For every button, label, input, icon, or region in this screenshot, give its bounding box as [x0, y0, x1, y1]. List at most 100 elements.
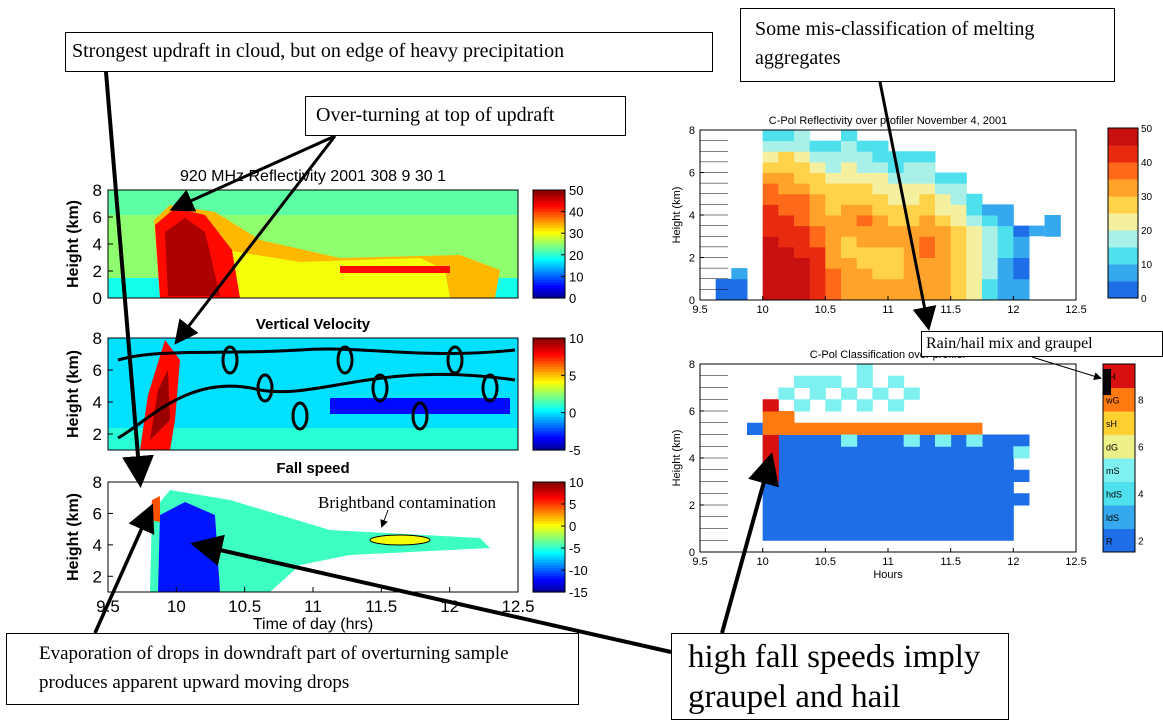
colorbar-cell	[1108, 247, 1138, 265]
reflectivity-cell	[762, 278, 779, 290]
graupel-cell	[903, 422, 920, 435]
reflectivity-cell	[919, 183, 936, 195]
reflectivity-cell	[1013, 268, 1030, 280]
class-label: R	[1106, 536, 1113, 546]
reflectivity-cell	[841, 225, 858, 237]
reflectivity-cell	[794, 289, 811, 301]
colorbar-cell	[533, 578, 565, 582]
reflectivity-cell	[1013, 257, 1030, 269]
reflectivity-cell	[919, 278, 936, 290]
reflectivity-cell	[903, 246, 920, 258]
reflectivity-cell	[1029, 225, 1045, 237]
reflectivity-cell	[966, 289, 983, 301]
colorbar-cell	[533, 396, 565, 401]
colorbar-cell	[533, 295, 565, 299]
x-axis-label: Hours	[873, 569, 903, 581]
reflectivity-cell	[997, 268, 1014, 280]
reflectivity-cell	[778, 215, 795, 227]
arrow-updraft	[104, 71, 154, 488]
y-tick-label: 8	[93, 181, 102, 200]
colorbar-cell	[533, 531, 565, 535]
x-tick-label: 10.5	[815, 556, 836, 568]
class-label: wG	[1105, 395, 1120, 405]
y-tick-label: 4	[689, 453, 695, 465]
reflectivity-cell	[809, 183, 826, 195]
colorbar-cell	[533, 368, 565, 373]
reflectivity-cell	[872, 172, 889, 184]
reflectivity-cell	[778, 172, 795, 184]
reflectivity-cell	[888, 215, 905, 227]
reflectivity-cell	[982, 204, 999, 216]
colorbar-cell	[1108, 196, 1138, 214]
colorbar-cell	[533, 433, 565, 437]
reflectivity-cell	[794, 278, 811, 290]
colorbar-cell	[1108, 162, 1138, 180]
colorbar-cell	[533, 292, 565, 296]
colorbar-cell	[533, 583, 565, 588]
reflectivity-cell	[950, 172, 967, 184]
reflectivity-cell	[872, 257, 889, 269]
colorbar-cell	[533, 338, 565, 342]
colorbar-cell	[533, 539, 565, 544]
colorbar-cell	[533, 217, 565, 221]
reflectivity-cell	[950, 278, 967, 290]
snow-cell	[841, 434, 858, 447]
reflectivity-cell	[888, 268, 905, 280]
updraft-max	[165, 218, 220, 296]
reflectivity-cell	[809, 278, 826, 290]
reflectivity-cell	[888, 278, 905, 290]
reflectivity-cell	[778, 225, 795, 237]
colorbar-cell	[533, 340, 565, 345]
reflectivity-cell	[903, 268, 920, 280]
reflectivity-cell	[762, 130, 779, 142]
colorbar-cell	[533, 517, 565, 522]
colorbar-tick-label: -5	[569, 443, 581, 458]
colorbar-cell	[533, 534, 565, 538]
colorbar-cell	[533, 363, 565, 367]
reflectivity-cell	[935, 193, 952, 205]
y-tick-label: 2	[93, 262, 102, 281]
colorbar-cell	[533, 520, 565, 524]
reflectivity-cell	[825, 268, 842, 280]
colorbar-cell	[533, 410, 565, 415]
y-tick-label: 4	[93, 235, 102, 254]
colorbar-cell	[1108, 230, 1138, 248]
colorbar-cell	[533, 523, 565, 527]
colorbar-cell	[533, 498, 565, 502]
rain-cell	[997, 434, 1014, 541]
colorbar-frame	[1102, 363, 1136, 553]
colorbar-cell	[533, 377, 565, 381]
reflectivity-cell	[762, 236, 779, 248]
rain-cell	[950, 434, 967, 541]
x-tick-label: 11.5	[365, 597, 397, 616]
colorbar-tick-label: 5	[569, 497, 576, 512]
colorbar-cell	[533, 233, 565, 237]
colorbar-cell	[1108, 145, 1138, 163]
reflectivity-cell	[935, 268, 952, 280]
reflectivity-cell	[997, 236, 1014, 248]
reflectivity-cell	[856, 161, 873, 173]
class-colorbar-cell	[1103, 434, 1135, 459]
reflectivity-cell	[966, 257, 983, 269]
colorbar-cell	[533, 570, 565, 574]
colorbar-frame	[532, 481, 566, 593]
x-axis-label: Time of day (hrs)	[253, 616, 373, 633]
reflectivity-cell	[794, 151, 811, 163]
rain-cell	[1013, 493, 1030, 506]
reflectivity-cell	[856, 268, 873, 280]
reflectivity-cell	[794, 193, 811, 205]
reflectivity-cell	[841, 215, 858, 227]
callout-misclassification: Some mis-classification of melting aggre…	[740, 8, 1115, 82]
colorbar-cell	[533, 374, 565, 378]
reflectivity-cell	[888, 257, 905, 269]
snow-cell	[856, 399, 873, 412]
y-tick-label: 0	[689, 547, 695, 559]
rain-cell	[919, 434, 936, 541]
reflectivity-cell	[982, 268, 999, 280]
reflectivity-cell	[778, 140, 795, 152]
panel-title: Fall speed	[276, 460, 349, 477]
reflectivity-cell	[919, 257, 936, 269]
reflectivity-cell	[950, 268, 967, 280]
colorbar-cell	[533, 252, 565, 256]
